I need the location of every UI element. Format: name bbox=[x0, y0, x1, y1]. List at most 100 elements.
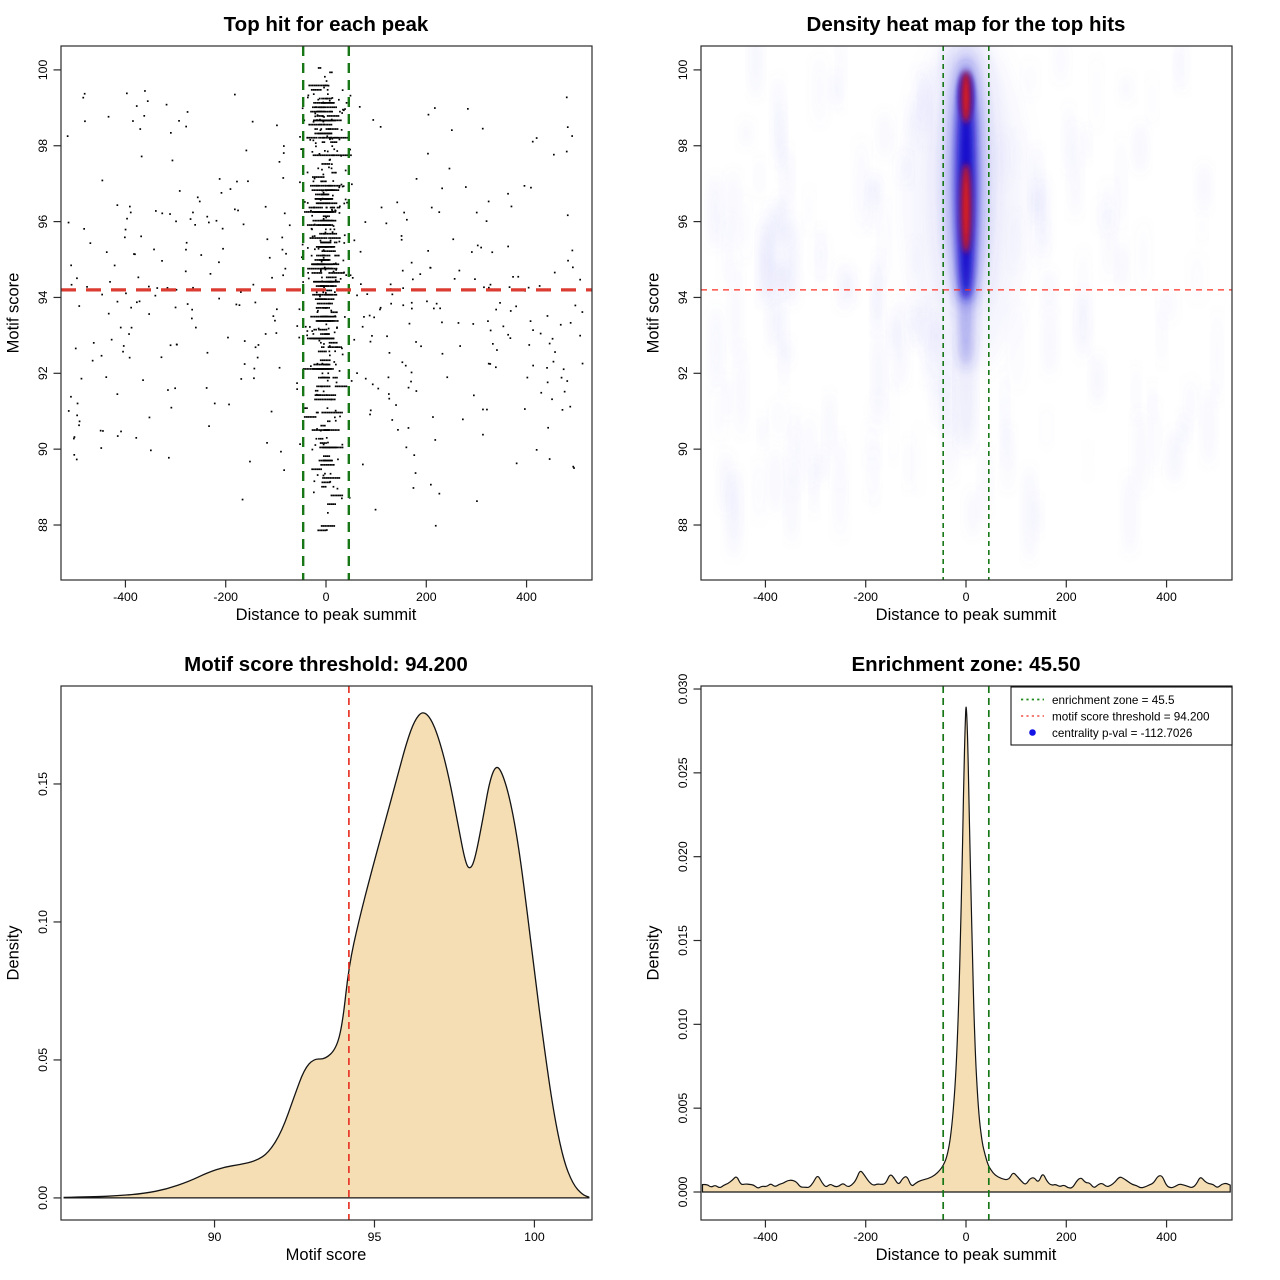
heat-streak bbox=[751, 46, 760, 99]
heat-streak bbox=[946, 416, 954, 484]
legend-box bbox=[1010, 686, 1233, 746]
x-tick-label: 0 bbox=[963, 1230, 970, 1244]
x-tick-label: 400 bbox=[516, 590, 537, 604]
x-tick-label: 95 bbox=[368, 1230, 382, 1244]
y-tick-label: 88 bbox=[36, 518, 50, 532]
heat-streak bbox=[1163, 286, 1174, 324]
heat-streak bbox=[968, 489, 978, 538]
y-tick-label: 0.05 bbox=[36, 1048, 50, 1072]
heat-streak bbox=[812, 460, 817, 516]
heat-streak bbox=[1199, 163, 1209, 211]
heat-streak bbox=[1186, 378, 1195, 426]
score-density-plot-canvas: 90 95 100 0.00 0.05 0.10 0.15 bbox=[36, 685, 593, 1244]
y-tick-label: 94 bbox=[676, 290, 690, 304]
heat-streak bbox=[1136, 408, 1146, 495]
y-tick-label: 0.005 bbox=[676, 1093, 690, 1124]
x-tick-label: -400 bbox=[753, 590, 778, 604]
legend-label: centrality p-val = -112.7026 bbox=[1052, 727, 1192, 740]
y-tick-label: 100 bbox=[676, 59, 690, 80]
heat-streak bbox=[1045, 307, 1054, 376]
heat-streak bbox=[880, 198, 888, 296]
heat-streak bbox=[1084, 128, 1090, 162]
heat-streak bbox=[891, 375, 896, 466]
heat-streak bbox=[757, 156, 762, 199]
heat-streak bbox=[768, 203, 778, 300]
heat-streak bbox=[1085, 441, 1091, 481]
legend-label: enrichment zone = 45.5 bbox=[1052, 694, 1175, 707]
y-tick-label: 0.10 bbox=[36, 910, 50, 934]
y-tick-label: 90 bbox=[36, 442, 50, 456]
heat-streak bbox=[743, 190, 749, 263]
score_density-plot-area bbox=[63, 686, 590, 1220]
heat-streak bbox=[1033, 185, 1040, 219]
y-tick-label: 0.010 bbox=[676, 1009, 690, 1040]
heat-streak bbox=[1078, 289, 1088, 360]
heat-streak bbox=[728, 468, 739, 558]
x-tick-label: -200 bbox=[853, 590, 878, 604]
heat-streak bbox=[1169, 429, 1180, 484]
x-tick-label: 200 bbox=[416, 590, 437, 604]
x-tick-label: 0 bbox=[323, 590, 330, 604]
heat-streak bbox=[711, 175, 720, 249]
heat-streak bbox=[857, 138, 866, 233]
heat-streak bbox=[872, 393, 883, 431]
heat-streak bbox=[1004, 400, 1010, 466]
x-tick-label: 400 bbox=[1156, 1230, 1177, 1244]
heat-streak bbox=[1071, 122, 1080, 220]
heat-streak bbox=[721, 451, 731, 514]
heat-streak bbox=[872, 442, 877, 511]
y-tick-label: 88 bbox=[676, 518, 690, 532]
heat-streak bbox=[1159, 300, 1165, 368]
y-tick-label: 0.015 bbox=[676, 925, 690, 956]
heat-streak bbox=[1104, 178, 1114, 235]
y-tick-label: 96 bbox=[36, 215, 50, 229]
heat-streak bbox=[1026, 59, 1035, 99]
panel-enrichment-zone-density: -400 -200 0 200 400 0.000 0.005 0.010 0.015 0.020… bbox=[640, 640, 1280, 1280]
heat-streak bbox=[1045, 270, 1053, 313]
y-tick-label: 0.030 bbox=[676, 673, 690, 704]
legend: enrichment zone = 45.5 motif score thresh… bbox=[1010, 686, 1233, 746]
y-tick-label: 98 bbox=[36, 139, 50, 153]
density-area bbox=[701, 706, 1231, 1193]
heat-streak bbox=[916, 422, 922, 495]
y-tick-label: 92 bbox=[36, 366, 50, 380]
heat-streak bbox=[1036, 496, 1042, 536]
heat-streak bbox=[741, 119, 751, 148]
heat-streak bbox=[737, 343, 745, 438]
heat-streak bbox=[1056, 46, 1065, 85]
heat-streak bbox=[814, 53, 825, 127]
x-tick-label: 90 bbox=[208, 1230, 222, 1244]
heat-streak bbox=[1214, 310, 1220, 404]
density-area bbox=[63, 712, 590, 1199]
heat-streak bbox=[1149, 73, 1155, 125]
heat-streak bbox=[981, 445, 989, 516]
heat-core-blob bbox=[961, 71, 971, 123]
heat-streak bbox=[832, 73, 839, 106]
heat-streak bbox=[1025, 465, 1034, 562]
heat-streak bbox=[894, 300, 905, 389]
plot-box bbox=[60, 45, 593, 581]
panel-density-heatmap: -400 -200 0 200 400 88 90 92 94 96 98 100 Density h… bbox=[640, 0, 1280, 640]
heat-streak bbox=[1152, 398, 1159, 474]
x-tick-label: 0 bbox=[963, 590, 970, 604]
heat-streak bbox=[1093, 55, 1100, 134]
x-tick-label: 200 bbox=[1056, 1230, 1077, 1244]
heat-streak bbox=[1065, 102, 1072, 176]
heat-streak bbox=[1179, 46, 1186, 93]
heat-streak bbox=[1122, 74, 1131, 102]
panel-motif-score-density: 90 95 100 0.00 0.05 0.10 0.15 Motif score thre… bbox=[0, 640, 640, 1280]
x-tick-label: 100 bbox=[524, 1230, 545, 1244]
heat-streak bbox=[1134, 363, 1139, 422]
heat-streak bbox=[1043, 405, 1050, 450]
y-tick-label: 0.000 bbox=[676, 1176, 690, 1207]
y-tick-label: 98 bbox=[676, 139, 690, 153]
heat-streak bbox=[731, 264, 740, 363]
heat-core-blob bbox=[961, 163, 971, 254]
heat-streak bbox=[839, 262, 849, 311]
heat-streak bbox=[1181, 411, 1188, 447]
heat-streak bbox=[880, 110, 890, 159]
heat-streak bbox=[786, 217, 796, 306]
y-tick-label: 100 bbox=[36, 59, 50, 80]
y-tick-label: 92 bbox=[676, 366, 690, 380]
heat-streak bbox=[788, 461, 795, 544]
